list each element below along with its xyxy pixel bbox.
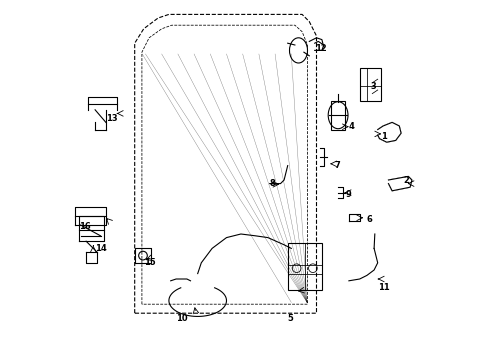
Text: 1: 1 xyxy=(381,132,386,141)
Polygon shape xyxy=(387,176,411,191)
Text: 6: 6 xyxy=(366,215,372,224)
Text: 11: 11 xyxy=(377,284,388,292)
Text: 3: 3 xyxy=(370,82,375,91)
Text: 14: 14 xyxy=(95,244,107,253)
Text: 8: 8 xyxy=(269,179,275,188)
Text: 5: 5 xyxy=(287,314,293,323)
Text: 16: 16 xyxy=(79,222,90,231)
Text: 13: 13 xyxy=(106,114,117,123)
Text: 7: 7 xyxy=(334,161,340,170)
Text: 15: 15 xyxy=(143,258,155,267)
Polygon shape xyxy=(377,122,400,142)
Text: 10: 10 xyxy=(176,314,187,323)
Text: 9: 9 xyxy=(345,190,350,199)
Text: 2: 2 xyxy=(402,176,408,185)
Text: 12: 12 xyxy=(314,44,326,53)
Text: 4: 4 xyxy=(348,122,354,131)
